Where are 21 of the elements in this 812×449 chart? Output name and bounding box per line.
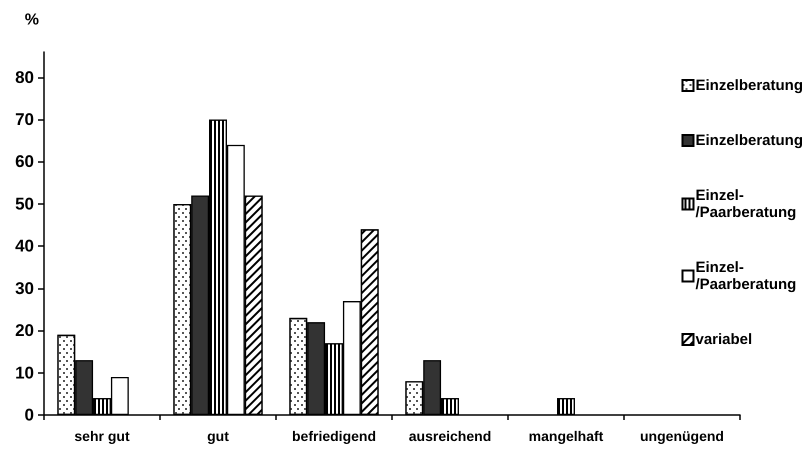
- x-tick-label: sehr gut: [74, 428, 130, 444]
- x-tick-label: ausreichend: [408, 428, 492, 444]
- y-axis-title: %: [24, 12, 39, 28]
- y-tick-label: 30: [15, 278, 34, 298]
- x-tick-label: ungenügend: [640, 428, 724, 444]
- y-tick-label: 10: [15, 363, 34, 382]
- y-tick-label: 60: [15, 152, 34, 172]
- x-tick-label: befriedigend: [292, 428, 376, 444]
- x-tick-label: mangelhaft: [528, 428, 604, 444]
- legend-label: variabel: [695, 331, 752, 348]
- y-tick-label: 70: [15, 110, 34, 130]
- legend-label: Einzelberatung: [695, 77, 804, 94]
- legend-label: Einzel-/Paarberatung: [695, 187, 796, 221]
- x-tick-label: gut: [207, 428, 230, 444]
- legend-label: Einzel-/Paarberatung: [695, 259, 796, 293]
- y-tick-label: 20: [15, 321, 34, 340]
- y-tick-label: 0: [24, 406, 34, 424]
- y-tick-label: 80: [15, 68, 34, 87]
- legend-label: Einzelberatung: [695, 132, 804, 149]
- y-tick-label: 50: [15, 194, 34, 214]
- y-tick-label: 40: [15, 236, 34, 256]
